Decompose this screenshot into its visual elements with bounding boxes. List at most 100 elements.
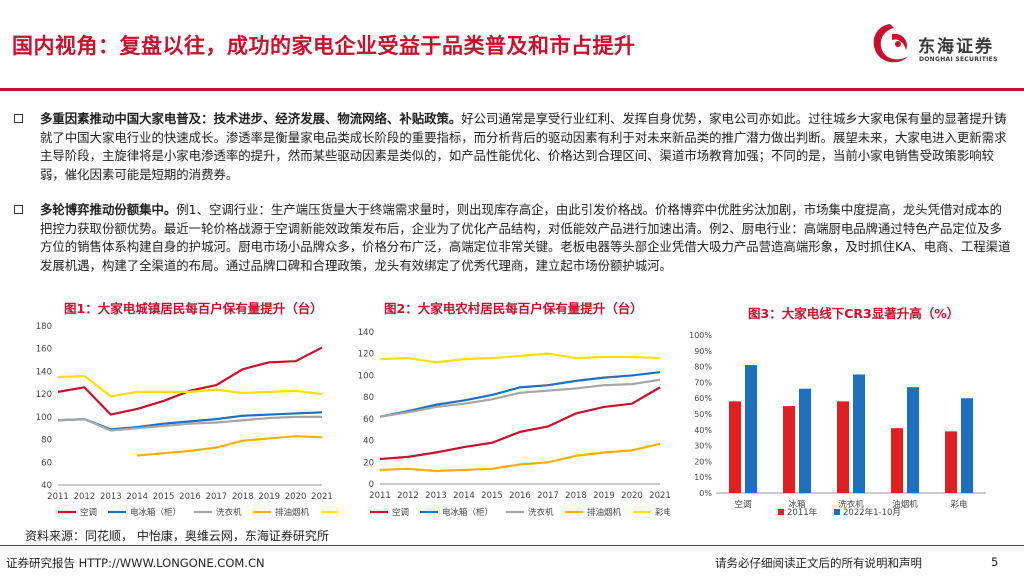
x-tick-label: 2020 [285, 492, 307, 502]
y-tick-label: 100 [36, 413, 52, 423]
bar-2022年1-10月 [853, 374, 865, 493]
series-line-空调 [57, 346, 323, 416]
x-tick-label: 2014 [126, 492, 148, 502]
legend-label: 空调 [80, 507, 97, 518]
series-line-排油烟机 [379, 442, 661, 473]
legend-label: 空调 [392, 507, 409, 518]
x-tick-label: 2016 [179, 492, 201, 502]
y-tick-label: 50% [694, 410, 712, 419]
chart-2: 0 20 40 60 80 100 120 140 2011 2012 2013 2014 2015 20… [358, 328, 670, 518]
footer-disclaimer: 请务必仔细阅读正文后的所有说明和声明 [715, 556, 922, 570]
legend-label: 洗衣机 [528, 507, 554, 518]
x-tick-label: 2015 [153, 492, 175, 502]
page-number: 5 [991, 555, 999, 569]
y-tick-label: 90% [694, 347, 712, 356]
chart-3-title: 图3：大家电线下CR3显著升高（%） [748, 306, 960, 321]
y-tick-label: 30% [694, 442, 712, 451]
x-tick-label: 2018 [232, 492, 254, 502]
series-line-彩电 [57, 374, 323, 398]
paragraph-1-body: 好公司通常是享受行业红利、发挥自身优势，家电公司亦如此。过往城乡大家电保有量的显… [40, 111, 1007, 182]
series-line-彩电 [379, 352, 661, 364]
x-tick-label: 2019 [258, 492, 280, 502]
bar-2011年 [945, 431, 957, 493]
y-tick-label: 40% [694, 426, 712, 435]
y-tick-label: 160 [36, 345, 52, 355]
y-tick-label: 60 [363, 415, 374, 425]
y-tick-label: 20 [363, 458, 374, 468]
x-tick-label: 2013 [100, 492, 122, 502]
x-tick-label: 2012 [74, 492, 96, 502]
data-source: 资料来源：同花顺， 中怡康，奥维云网，东海证券研究所 [25, 529, 329, 543]
bar-2022年1-10月 [799, 388, 811, 493]
chart-1-title: 图1：大家电城镇居民每百户保有量提升（台） [64, 301, 323, 316]
paragraph-2-lead: 多轮博弈推动份额集中。 [40, 202, 177, 217]
x-tick-label: 彩电 [950, 499, 968, 510]
legend-label: 电冰箱（柜） [442, 507, 493, 518]
x-tick-label: 2017 [537, 491, 559, 501]
y-tick-label: 80 [363, 393, 374, 403]
series-line-空调 [379, 386, 661, 461]
series-line-洗衣机 [379, 378, 661, 418]
footer-divider [0, 545, 1024, 546]
x-tick-label: 2015 [481, 491, 503, 501]
paragraph-2: 多轮博弈推动份额集中。例1、空调行业：生产端压货量大于终端需求量时，则出现库存高… [14, 201, 1014, 275]
y-tick-label: 0% [699, 489, 712, 498]
x-tick-label: 2012 [397, 491, 419, 501]
chart-2-title: 图2：大家电农村居民每百户保有量提升（台） [384, 301, 643, 316]
legend-swatch [778, 509, 784, 515]
series-line-电冰箱（柜） [57, 411, 323, 431]
x-tick-label: 2021 [649, 491, 670, 501]
logo-name-cn: 东海证券 [918, 37, 994, 57]
page-title: 国内视角：复盘以往，成功的家电企业受益于品类普及和市占提升 [12, 34, 636, 58]
series-line-排油烟机 [137, 435, 323, 457]
y-tick-label: 60 [41, 458, 52, 468]
checkbox-bullet-icon [14, 205, 23, 214]
y-tick-label: 140 [358, 328, 374, 338]
y-tick-label: 20% [694, 457, 712, 466]
chart-1: 40 60 80 100 120 140 160 180 2011 2012 2013 2014 201… [36, 322, 338, 518]
x-tick-label: 2019 [593, 491, 615, 501]
bar-2011年 [837, 401, 849, 493]
y-tick-label: 100 [358, 371, 374, 381]
bar-2011年 [783, 406, 795, 493]
x-tick-label: 2018 [565, 491, 587, 501]
bar-2022年1-10月 [745, 365, 757, 493]
legend-label: 电冰箱（柜） [130, 507, 181, 518]
header-divider [0, 88, 1024, 91]
y-tick-label: 80 [41, 436, 52, 446]
paragraph-1-lead: 多重因素推动中国大家电普及：技术进步、经济发展、物流网络、补贴政策。 [40, 111, 462, 126]
y-tick-label: 120 [358, 350, 374, 360]
y-tick-label: 40 [41, 481, 52, 491]
x-tick-label: 2011 [369, 491, 391, 501]
company-logo: 东海证券 DONGHAI SECURITIES [862, 18, 1012, 78]
legend-swatch [834, 509, 840, 515]
x-tick-label: 空调 [734, 499, 751, 510]
x-tick-label: 2021 [311, 492, 333, 502]
y-tick-label: 40 [363, 437, 374, 447]
x-tick-label: 2016 [509, 491, 531, 501]
logo-emblem-icon [873, 24, 908, 63]
x-tick-label: 2013 [425, 491, 447, 501]
y-tick-label: 0 [369, 480, 374, 490]
legend-label: 洗衣机 [216, 507, 242, 518]
y-tick-label: 140 [36, 367, 52, 377]
y-tick-label: 80% [694, 363, 712, 372]
chart-3: 0% 10% 20% 30% 40% 50% 60% 70% 80% 90% 100% 空调 冰箱 洗衣机… [689, 331, 986, 518]
x-tick-label: 2017 [206, 492, 228, 502]
y-tick-label: 100% [689, 331, 712, 340]
footer-website: 证券研究报告 HTTP://WWW.LONGONE.COM.CN [6, 556, 265, 570]
paragraph-2-body: 例1、空调行业：生产端压货量大于终端需求量时，则出现库存高企，由此引发价格战。价… [40, 202, 1011, 273]
bar-2022年1-10月 [907, 387, 919, 493]
x-tick-label: 2020 [621, 491, 643, 501]
bar-2011年 [729, 401, 741, 493]
legend-label: 2011年 [787, 507, 818, 518]
legend-label: 排油烟机 [587, 507, 622, 518]
x-tick-label: 油烟机 [892, 499, 918, 510]
legend-label: 彩电 [655, 507, 670, 518]
y-tick-label: 60% [694, 394, 712, 403]
legend-label: 2022年1-10月 [843, 507, 901, 518]
y-tick-label: 180 [36, 322, 52, 332]
checkbox-bullet-icon [14, 114, 23, 123]
series-line-洗衣机 [57, 415, 322, 432]
x-tick-label: 洗衣机 [838, 499, 864, 510]
